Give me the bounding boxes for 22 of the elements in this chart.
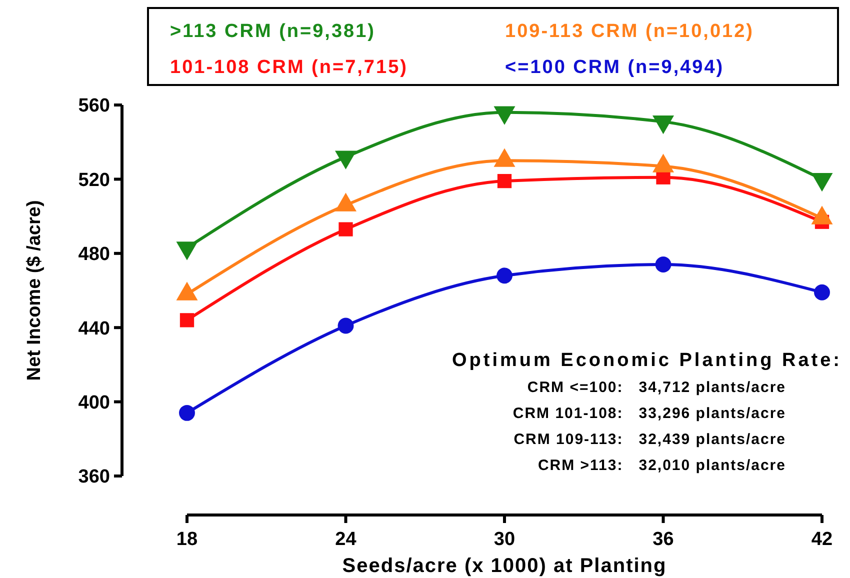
annotation: CRM 109-113: 32,439 plants/acre	[514, 431, 786, 448]
x-tick-label: 42	[811, 529, 833, 550]
annotation: CRM 101-108: 33,296 plants/acre	[512, 405, 786, 422]
text: 109-113 CRM (n=10,012)	[505, 21, 754, 42]
x-tick-label: 24	[335, 529, 357, 550]
y-tick-label: 480	[78, 244, 110, 266]
x-axis-title: Seeds/acre (x 1000) at Planting	[342, 555, 667, 577]
y-axis-title: Net Income ($ /acre)	[24, 200, 45, 381]
y-tick-label: 520	[78, 170, 110, 191]
y-tick-label: 360	[78, 466, 110, 488]
annotation: Optimum Economic Planting Rate:	[452, 350, 842, 371]
annotation: CRM >113: 32,010 plants/acre	[538, 457, 786, 474]
text: >113 CRM (n=9,381)	[170, 21, 376, 42]
annotation: CRM <=100: 34,712 plants/acre	[527, 379, 786, 396]
text: 101-108 CRM (n=7,715)	[170, 57, 408, 78]
y-tick-label: 440	[78, 318, 110, 340]
text: <=100 CRM (n=9,494)	[505, 57, 724, 78]
x-tick-label: 36	[652, 529, 674, 550]
x-tick-label: 18	[176, 529, 198, 550]
y-tick-label: 400	[78, 392, 110, 414]
x-tick-label: 30	[494, 529, 516, 550]
y-tick-label: 560	[78, 96, 110, 117]
